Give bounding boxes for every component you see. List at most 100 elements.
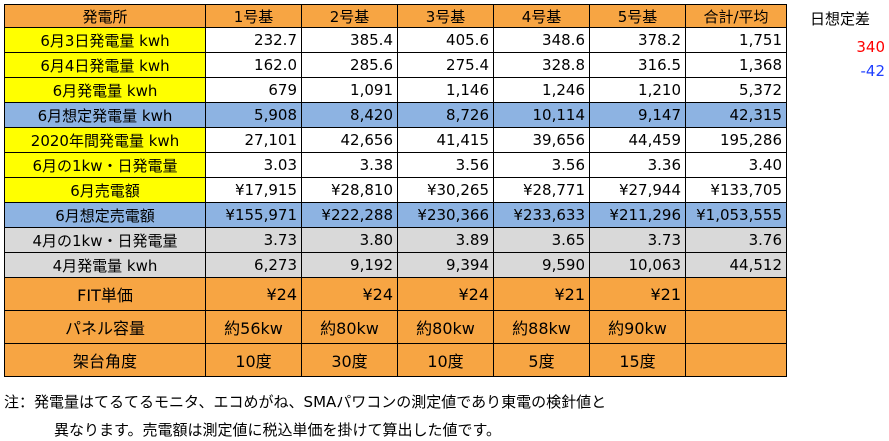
cell: ¥230,366 [397,202,494,228]
table-row: 6月想定発電量 kwh 5,908 8,420 8,726 10,114 9,1… [4,102,787,128]
cell: 約80kw [397,310,494,344]
cell: 3.73 [589,227,686,253]
cell: ¥155,971 [205,202,302,228]
cell: 3.38 [301,152,398,178]
cell: 348.6 [493,27,590,53]
cell: ¥233,633 [493,202,590,228]
cell: 3.40 [685,152,787,178]
daily-diff-value-negative: -42 [860,62,886,80]
cell: 3.89 [397,227,494,253]
cell: ¥21 [589,277,686,311]
cell: 3.56 [397,152,494,178]
cell: 15度 [589,343,686,377]
power-plant-table: 発電所 1号基 2号基 3号基 4号基 5号基 合計/平均 6月3日発電量 kw… [4,4,787,377]
cell: 1,751 [685,27,787,53]
daily-diff-title: 日想定差 [809,10,870,28]
table-row: 6月3日発電量 kwh 232.7 385.4 405.6 348.6 378.… [4,27,787,53]
cell: 1,368 [685,52,787,78]
cell: ¥211,296 [589,202,686,228]
header-unit-2: 2号基 [301,4,398,28]
row-label: 4月発電量 kwh [4,252,206,278]
cell: ¥133,705 [685,177,787,203]
cell: ¥1,053,555 [685,202,787,228]
table-row: 6月想定売電額 ¥155,971 ¥222,288 ¥230,366 ¥233,… [4,202,787,228]
table-row: 6月発電量 kwh 679 1,091 1,146 1,246 1,210 5,… [4,77,787,103]
row-label: 6月売電額 [4,177,206,203]
cell: 232.7 [205,27,302,53]
cell: 3.03 [205,152,302,178]
cell: 6,273 [205,252,302,278]
cell: ¥24 [301,277,398,311]
cell: 316.5 [589,52,686,78]
cell: 10,114 [493,102,590,128]
cell: 285.6 [301,52,398,78]
cell: 3.56 [493,152,590,178]
cell: 679 [205,77,302,103]
cell: 1,210 [589,77,686,103]
cell: ¥24 [397,277,494,311]
cell: 9,147 [589,102,686,128]
cell: 195,286 [685,127,787,153]
cell: 1,091 [301,77,398,103]
header-unit-5: 5号基 [589,4,686,28]
row-label: 架台角度 [4,343,206,377]
cell: 41,415 [397,127,494,153]
table-row: 6月4日発電量 kwh 162.0 285.6 275.4 328.8 316.… [4,52,787,78]
cell: 約88kw [493,310,590,344]
daily-diff-value-positive: 340 [856,38,885,56]
row-label: 6月想定発電量 kwh [4,102,206,128]
cell: 275.4 [397,52,494,78]
table-row: 4月発電量 kwh 6,273 9,192 9,394 9,590 10,063… [4,252,787,278]
footnote-line-2: 異なります。売電額は測定値に税込単価を掛けて算出した値です。 [54,421,502,439]
row-label: 6月発電量 kwh [4,77,206,103]
cell [685,343,787,377]
cell: ¥30,265 [397,177,494,203]
cell: 5,372 [685,77,787,103]
row-label: パネル容量 [4,310,206,344]
header-total: 合計/平均 [685,4,787,28]
cell: 27,101 [205,127,302,153]
footnote-line-1: 注：発電量はてるてるモニタ、エコめがね、SMAパワコンの測定値であり東電の検針値… [4,393,607,411]
cell: ¥27,944 [589,177,686,203]
cell: 3.73 [205,227,302,253]
cell: 10,063 [589,252,686,278]
header-unit-3: 3号基 [397,4,494,28]
table-row: 2020年間発電量 kwh 27,101 42,656 41,415 39,65… [4,127,787,153]
row-label: 2020年間発電量 kwh [4,127,206,153]
row-label: 4月の1kw・日発電量 [4,227,206,253]
cell: 9,590 [493,252,590,278]
cell: ¥21 [493,277,590,311]
table-row: 架台角度 10度 30度 10度 5度 15度 [4,343,787,377]
cell: 328.8 [493,52,590,78]
header-row: 発電所 1号基 2号基 3号基 4号基 5号基 合計/平均 [4,4,787,28]
cell: 10度 [205,343,302,377]
cell: 3.65 [493,227,590,253]
cell: 約90kw [589,310,686,344]
cell: 42,315 [685,102,787,128]
cell: 30度 [301,343,398,377]
cell: ¥24 [205,277,302,311]
cell: 8,420 [301,102,398,128]
header-label: 発電所 [4,4,206,28]
cell: 3.76 [685,227,787,253]
cell: 9,394 [397,252,494,278]
table-row: 4月の1kw・日発電量 3.73 3.80 3.89 3.65 3.73 3.7… [4,227,787,253]
cell: 8,726 [397,102,494,128]
cell: 44,459 [589,127,686,153]
header-unit-4: 4号基 [493,4,590,28]
cell: 385.4 [301,27,398,53]
cell: 9,192 [301,252,398,278]
cell [685,277,787,311]
row-label: 6月の1kw・日発電量 [4,152,206,178]
row-label: FIT単価 [4,277,206,311]
cell: 42,656 [301,127,398,153]
row-label: 6月想定売電額 [4,202,206,228]
cell: 1,146 [397,77,494,103]
cell: 約56kw [205,310,302,344]
cell [685,310,787,344]
header-unit-1: 1号基 [205,4,302,28]
table-row: パネル容量 約56kw 約80kw 約80kw 約88kw 約90kw [4,310,787,344]
table-row: FIT単価 ¥24 ¥24 ¥24 ¥21 ¥21 [4,277,787,311]
cell: 39,656 [493,127,590,153]
cell: 3.80 [301,227,398,253]
